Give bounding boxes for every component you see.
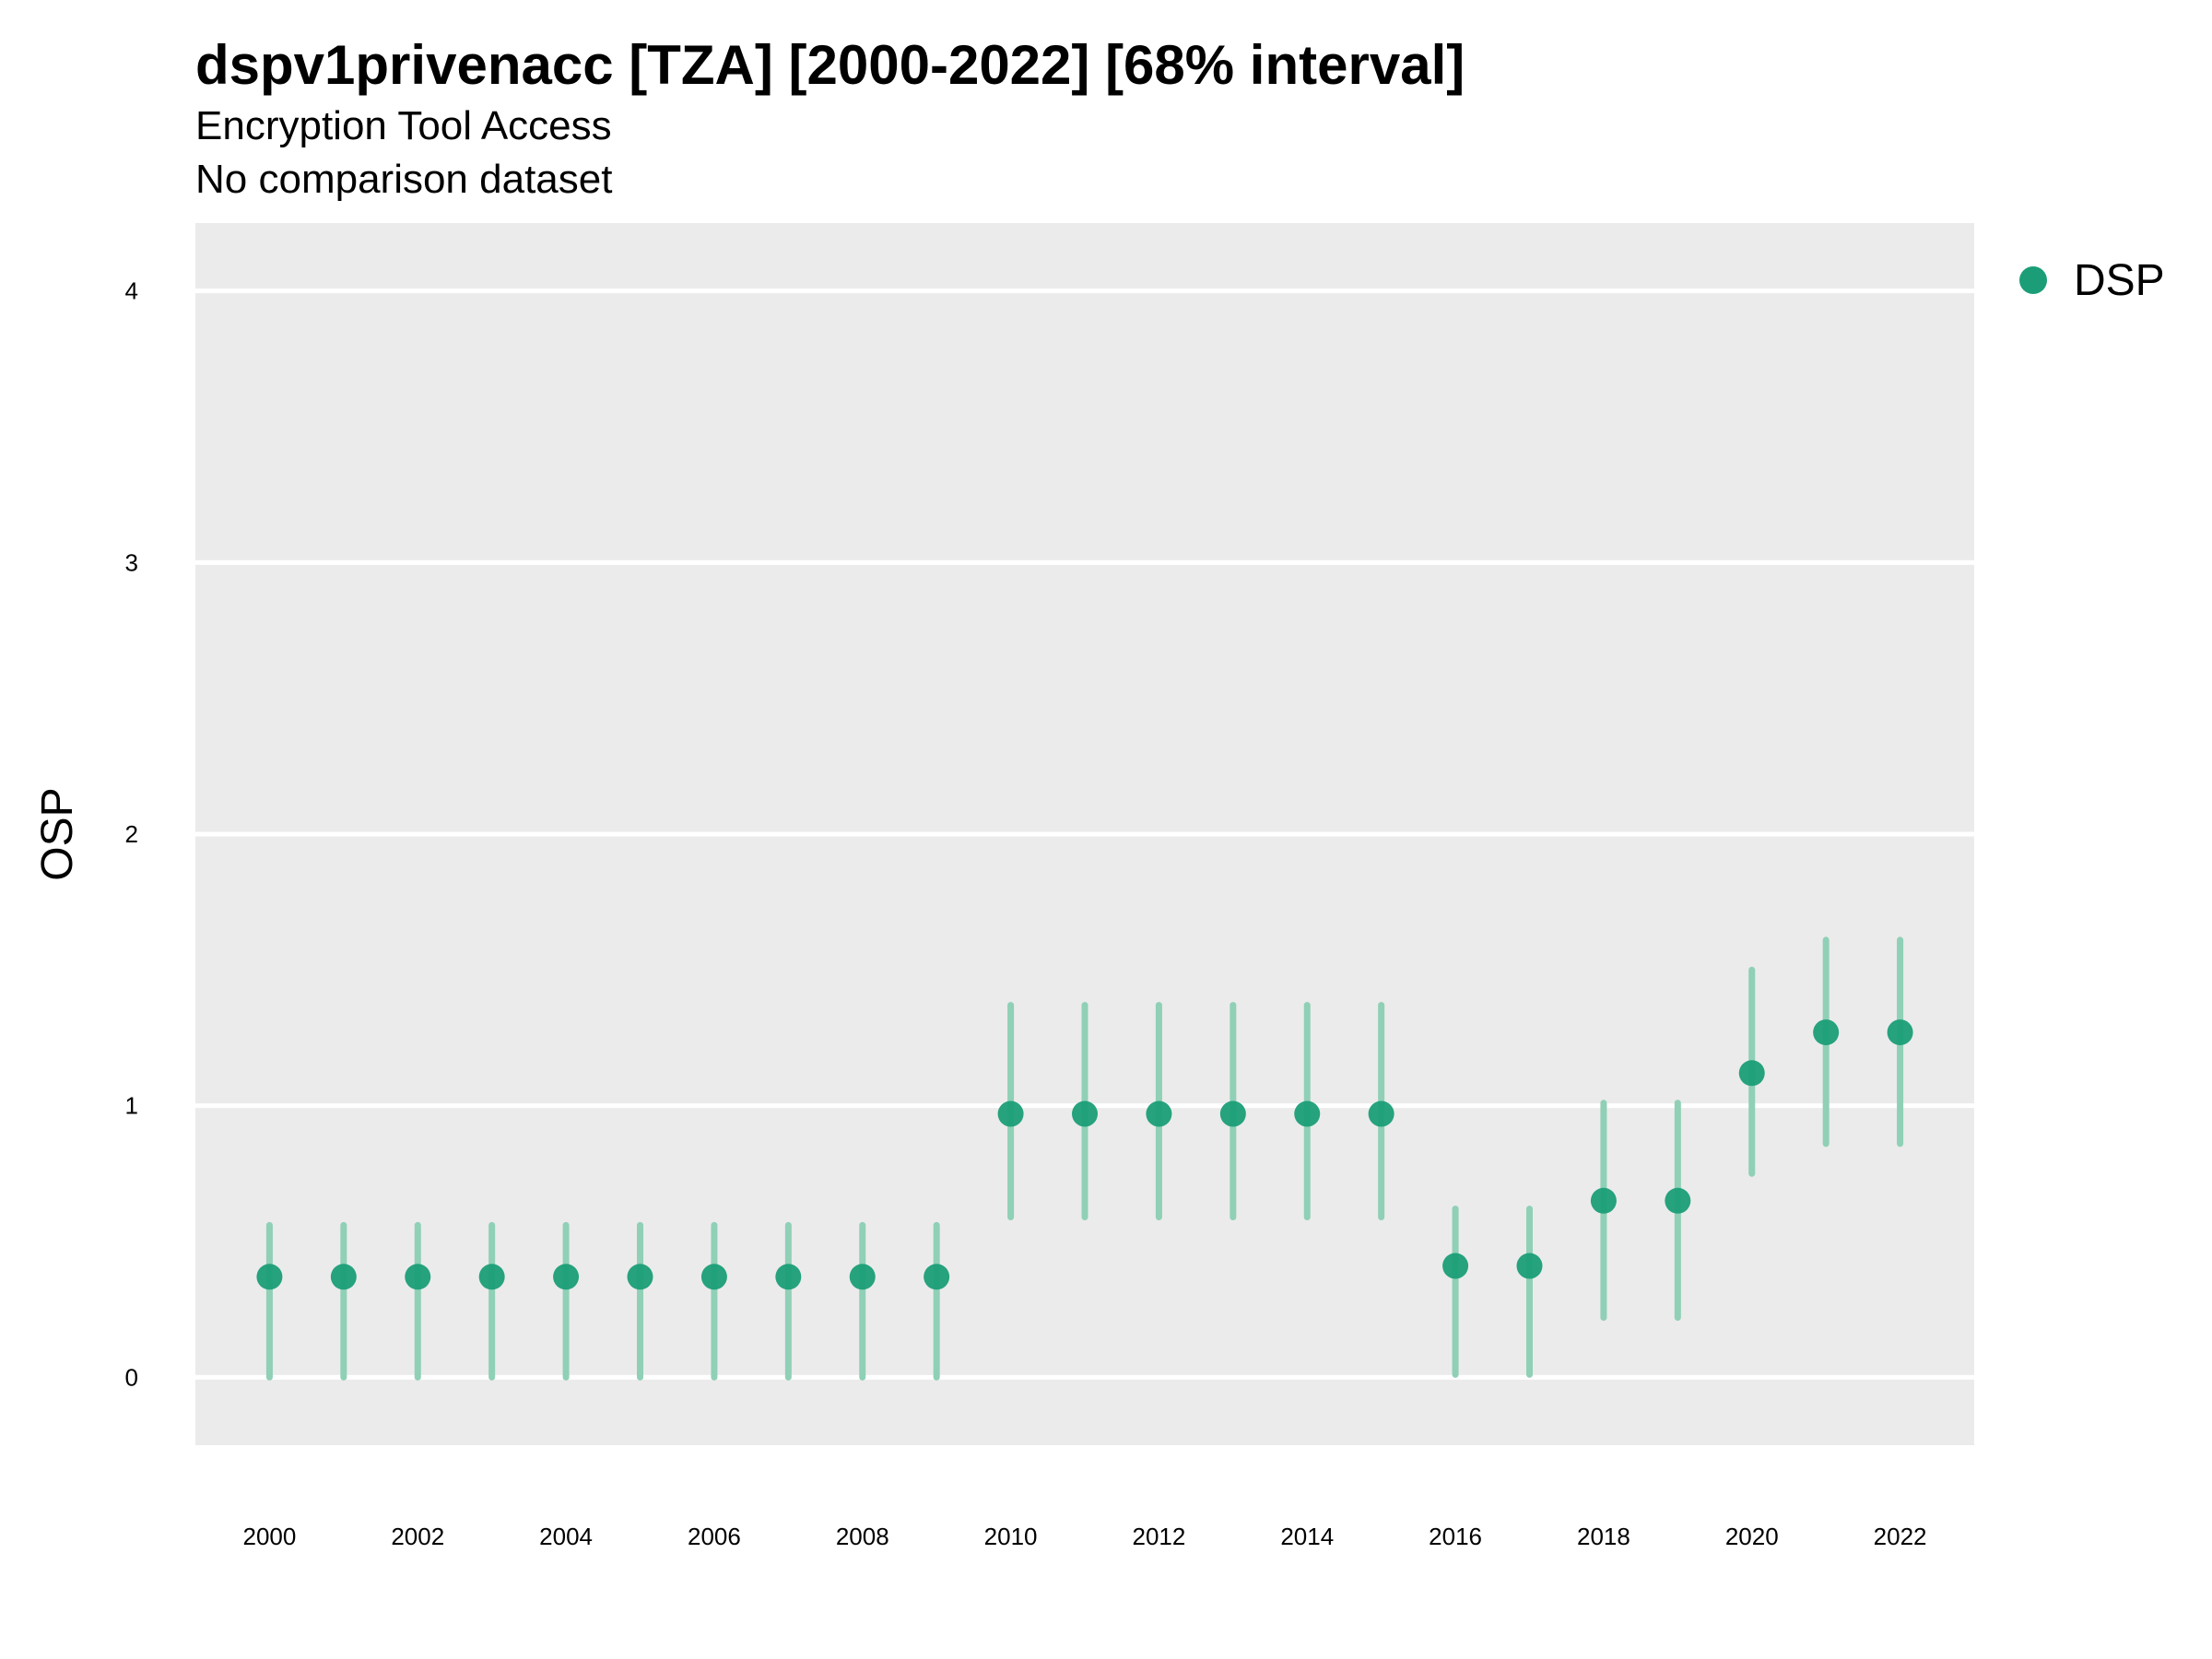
data-point-2007: [775, 1264, 802, 1290]
data-point-2001: [330, 1264, 357, 1290]
data-point-2011: [1072, 1100, 1098, 1127]
legend-label-dsp: DSP: [2074, 256, 2165, 305]
data-points: [256, 1019, 1913, 1290]
x-tick-label-2020: 2020: [1725, 1523, 1779, 1550]
y-axis-title: OSP: [33, 787, 82, 880]
data-point-2012: [1146, 1100, 1172, 1127]
x-tick-label-2008: 2008: [836, 1523, 889, 1550]
data-point-2016: [1442, 1253, 1469, 1279]
data-point-2022: [1887, 1019, 1913, 1046]
y-tick-label-1: 1: [125, 1092, 138, 1120]
y-axis-tick-labels: 0 1 2 3 4: [125, 277, 138, 1392]
data-point-2003: [478, 1264, 505, 1290]
x-tick-label-2010: 2010: [984, 1523, 1038, 1550]
data-point-2015: [1368, 1100, 1394, 1127]
data-point-2013: [1219, 1100, 1246, 1127]
chart-subtitle-line-1: Encryption Tool Access: [195, 103, 612, 148]
data-point-2005: [627, 1264, 653, 1290]
data-point-2018: [1590, 1187, 1617, 1214]
data-point-2004: [553, 1264, 580, 1290]
x-tick-label-2006: 2006: [688, 1523, 741, 1550]
data-point-2010: [997, 1100, 1024, 1127]
data-point-2021: [1813, 1019, 1840, 1046]
x-tick-label-2012: 2012: [1132, 1523, 1185, 1550]
chart-subtitle-line-2: No comparison dataset: [195, 157, 613, 202]
data-point-2006: [700, 1264, 727, 1290]
chart-title: dspv1privenacc [TZA] [2000-2022] [68% in…: [195, 34, 1465, 96]
x-tick-label-2004: 2004: [539, 1523, 593, 1550]
x-tick-label-2002: 2002: [391, 1523, 444, 1550]
legend-key-dsp: [2019, 266, 2047, 294]
y-tick-label-4: 4: [125, 277, 138, 305]
data-point-2014: [1294, 1100, 1321, 1127]
data-point-2020: [1738, 1060, 1765, 1087]
y-tick-label-0: 0: [125, 1363, 138, 1391]
x-tick-label-2022: 2022: [1874, 1523, 1927, 1550]
data-point-2009: [924, 1264, 950, 1290]
x-tick-label-2018: 2018: [1577, 1523, 1630, 1550]
legend: DSP: [2019, 256, 2165, 305]
data-point-2002: [405, 1264, 431, 1290]
y-tick-label-2: 2: [125, 820, 138, 848]
x-tick-label-2000: 2000: [242, 1523, 296, 1550]
data-point-2017: [1516, 1253, 1543, 1279]
x-tick-label-2014: 2014: [1280, 1523, 1334, 1550]
x-axis-tick-labels: 2000 2002 2004 2006 2008 2010 2012 2014 2016 2018…: [242, 1523, 1926, 1550]
x-tick-label-2016: 2016: [1429, 1523, 1482, 1550]
data-point-2000: [256, 1264, 283, 1290]
y-tick-label-3: 3: [125, 548, 138, 576]
data-point-2008: [849, 1264, 876, 1290]
data-point-2019: [1665, 1187, 1691, 1214]
